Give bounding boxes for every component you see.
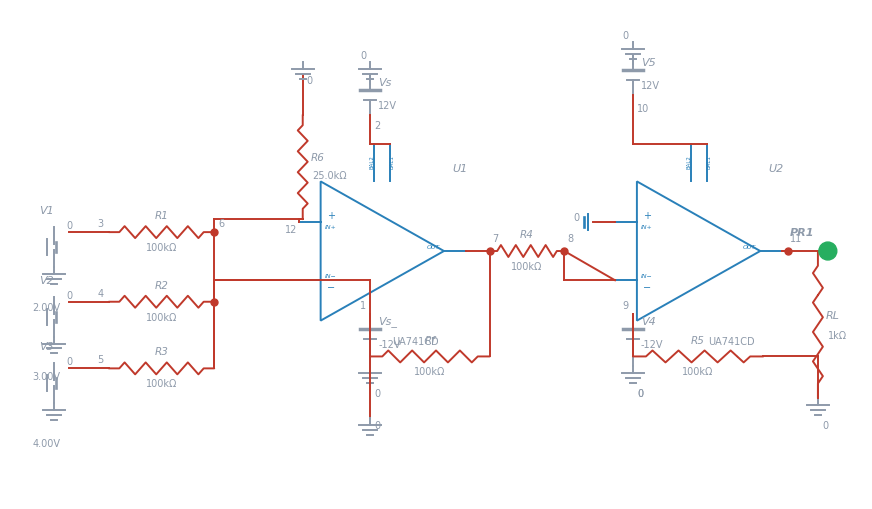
Text: UA741CD: UA741CD	[709, 336, 755, 346]
Text: 12V: 12V	[378, 101, 398, 110]
Text: -12V: -12V	[378, 339, 401, 349]
Text: V5: V5	[641, 58, 656, 68]
Text: U1: U1	[452, 164, 467, 174]
Text: R1: R1	[154, 211, 168, 221]
Text: BAL1: BAL1	[390, 155, 395, 169]
Text: OUT: OUT	[743, 244, 756, 249]
Text: 100kΩ: 100kΩ	[146, 312, 177, 322]
Text: OUT: OUT	[426, 244, 440, 249]
Text: 100kΩ: 100kΩ	[146, 243, 177, 252]
Text: -12V: -12V	[641, 339, 664, 349]
Text: BAL2: BAL2	[686, 155, 691, 169]
Text: V3: V3	[38, 342, 53, 352]
Circle shape	[819, 243, 837, 261]
Text: 1: 1	[360, 300, 366, 310]
Text: BAL1: BAL1	[706, 155, 711, 169]
Text: 4: 4	[98, 288, 104, 298]
Text: 0: 0	[573, 212, 579, 222]
Text: 11: 11	[790, 234, 802, 244]
Text: 3.00V: 3.00V	[32, 372, 60, 382]
Text: R3: R3	[154, 347, 168, 357]
Text: 2: 2	[374, 121, 380, 130]
Text: 100kΩ: 100kΩ	[414, 366, 446, 377]
Text: 0: 0	[623, 31, 629, 41]
Text: BAL2: BAL2	[370, 155, 375, 169]
Text: 25.0kΩ: 25.0kΩ	[313, 171, 347, 181]
Text: 100kΩ: 100kΩ	[146, 379, 177, 388]
Text: 0: 0	[307, 76, 313, 86]
Text: −: −	[643, 282, 651, 293]
Text: +: +	[327, 210, 335, 220]
Text: R4: R4	[520, 230, 534, 240]
Text: 100kΩ: 100kΩ	[683, 366, 714, 377]
Text: U2: U2	[768, 164, 783, 174]
Text: 6: 6	[218, 219, 224, 229]
Text: Vs_: Vs_	[378, 315, 398, 326]
Text: Rf: Rf	[425, 335, 435, 345]
Text: 9: 9	[623, 300, 629, 310]
Text: Vs: Vs	[378, 78, 392, 88]
Text: V4: V4	[641, 316, 656, 326]
Text: +: +	[643, 210, 651, 220]
Text: 0: 0	[637, 388, 643, 399]
Text: 7: 7	[492, 234, 498, 244]
Text: 0: 0	[66, 290, 72, 300]
Text: 5: 5	[98, 355, 104, 364]
Text: 0: 0	[66, 221, 72, 231]
Text: 2.00V: 2.00V	[32, 302, 60, 312]
Text: R5: R5	[691, 335, 705, 345]
Text: IN−: IN−	[641, 274, 652, 279]
Text: R6: R6	[310, 153, 324, 163]
Text: 0: 0	[374, 420, 380, 430]
Text: 0: 0	[822, 420, 828, 430]
Text: IN+: IN+	[324, 224, 337, 230]
Text: UA741CD: UA741CD	[392, 336, 439, 346]
Text: 0: 0	[66, 357, 72, 366]
Text: 8: 8	[568, 234, 574, 244]
Text: −: −	[327, 282, 335, 293]
Text: V2: V2	[38, 275, 53, 285]
Text: 10: 10	[637, 104, 649, 114]
Text: 0: 0	[360, 51, 366, 61]
Text: IN−: IN−	[324, 274, 337, 279]
Text: 12: 12	[285, 224, 297, 235]
Text: 1kΩ: 1kΩ	[828, 330, 847, 340]
Text: PR1: PR1	[789, 228, 814, 238]
Text: IN+: IN+	[641, 224, 652, 230]
Text: 12V: 12V	[641, 81, 660, 91]
Text: 3: 3	[98, 219, 104, 229]
Text: 100kΩ: 100kΩ	[511, 262, 542, 271]
Text: R2: R2	[154, 280, 168, 290]
Text: 0: 0	[637, 388, 643, 399]
Text: 4.00V: 4.00V	[32, 438, 60, 448]
Text: 0: 0	[374, 388, 380, 399]
Text: RL: RL	[826, 310, 840, 320]
Text: V1: V1	[38, 206, 53, 216]
